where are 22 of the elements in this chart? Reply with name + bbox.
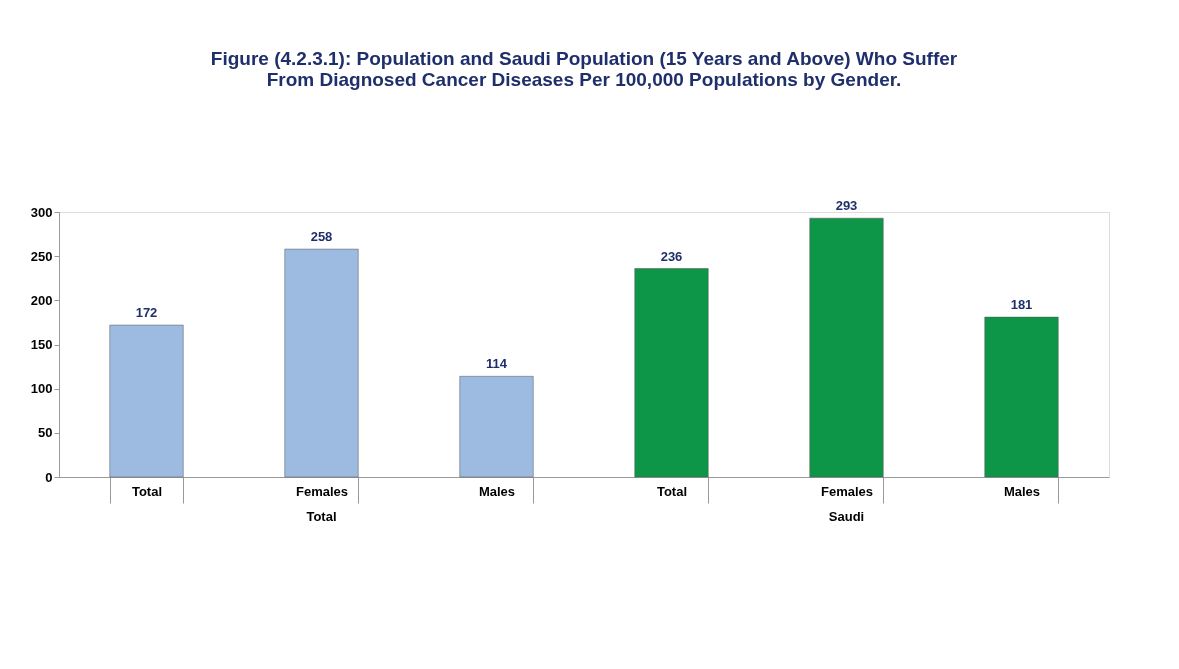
- y-tick-label: 50: [38, 425, 53, 441]
- x-tick-label: Total: [656, 483, 688, 499]
- x-tick-label: Females: [820, 483, 874, 499]
- x-tick-label: Males: [478, 483, 516, 499]
- x-tick-label: Total: [131, 483, 163, 499]
- data-label: 181: [1010, 297, 1033, 313]
- data-label: 236: [660, 248, 683, 264]
- chart-title: Figure (4.2.3.1): Population and Saudi Population (15 Years and Above) Who Suffer From Diagnosed Cancer Diseases Per 100,000 Populations by Gender.: [210, 48, 958, 91]
- data-label: 293: [835, 198, 858, 214]
- y-tick-label: 100: [30, 381, 53, 397]
- y-tick-label: 300: [30, 204, 53, 220]
- data-label: 114: [486, 356, 508, 372]
- x-tick-label: Males: [1003, 483, 1041, 499]
- data-label: 172: [135, 305, 158, 321]
- text: Saudi: [828, 509, 865, 524]
- y-tick-label: 0: [45, 469, 53, 485]
- y-tick-label: 150: [30, 337, 53, 352]
- x-tick-label: Females: [295, 483, 349, 499]
- y-tick-label: 250: [30, 248, 53, 264]
- y-tick-label: 200: [30, 292, 53, 308]
- text: Total: [306, 509, 337, 524]
- data-label: 258: [310, 229, 333, 245]
